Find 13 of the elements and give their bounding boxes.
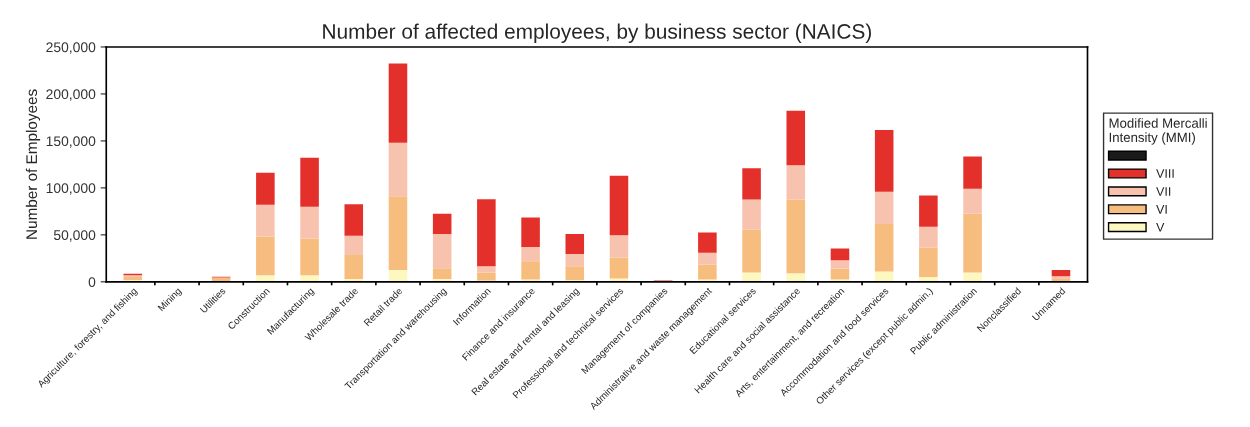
legend-label: VIII [1156,169,1174,178]
y-tick-label: 200,000 [46,89,96,101]
y-tick-label: 100,000 [46,183,96,195]
y-tick-label: 50,000 [53,230,96,242]
y-tick-label: 0 [88,277,96,287]
y-axis-title: Number of Employees [25,89,41,239]
chart-title: Number of affected employees, by business sector (NAICS) [323,23,871,43]
legend-label: V [1156,222,1165,232]
legend-label: VI [1156,205,1167,214]
legend-title: Modified Mercalli Intensity (MMI) [1109,118,1207,145]
y-tick-label: 250,000 [46,42,96,54]
legend-label: VII [1156,187,1171,196]
y-tick-label: 150,000 [46,136,96,148]
